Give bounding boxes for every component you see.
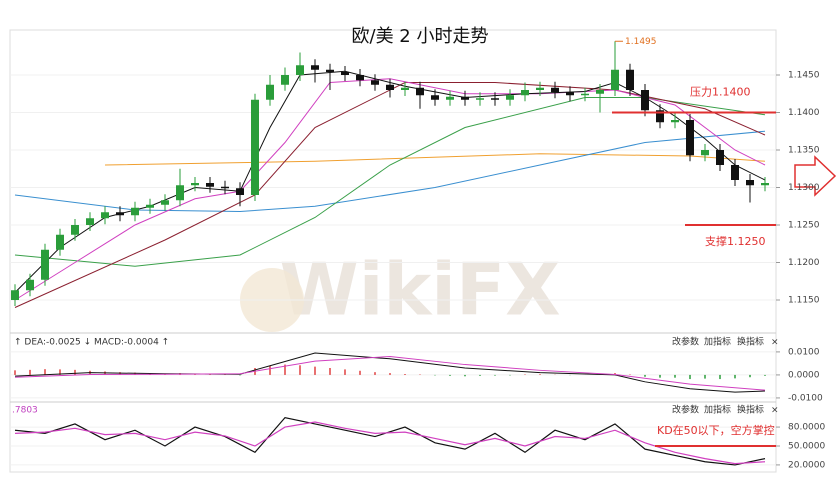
candle-body bbox=[101, 212, 109, 219]
candle-body bbox=[491, 98, 499, 100]
candle-body bbox=[356, 75, 364, 81]
toolbar-button[interactable]: 加指标 bbox=[704, 404, 731, 416]
candle-body bbox=[641, 90, 649, 111]
candle-body bbox=[146, 204, 154, 208]
toolbar-button[interactable]: 加指标 bbox=[704, 336, 731, 348]
candle-body bbox=[41, 249, 49, 280]
candle-body bbox=[581, 93, 589, 96]
indicator-line bbox=[14, 416, 766, 466]
candle-body bbox=[506, 95, 514, 100]
frame bbox=[9, 29, 777, 473]
candle-body bbox=[26, 279, 34, 291]
indicator-line bbox=[14, 352, 766, 393]
candle-body bbox=[446, 96, 454, 100]
y-tick-label: 0.0000 bbox=[788, 370, 820, 380]
candle-body bbox=[326, 69, 334, 72]
candle-body bbox=[371, 80, 379, 85]
candle-body bbox=[536, 87, 544, 90]
toolbar-button[interactable]: 改参数 bbox=[672, 336, 699, 348]
watermark: WikiFX bbox=[279, 248, 560, 332]
candle-body bbox=[131, 207, 139, 216]
candle-body bbox=[521, 90, 529, 96]
candle-body bbox=[611, 69, 619, 90]
resistance-label: 压力1.1400 bbox=[690, 86, 751, 99]
candle-body bbox=[56, 234, 64, 250]
peak-label: 1.1495 bbox=[625, 37, 657, 47]
candle-body bbox=[746, 180, 754, 186]
toolbar-button[interactable]: × bbox=[771, 338, 779, 348]
candle-body bbox=[701, 150, 709, 156]
candle-body bbox=[731, 165, 739, 180]
candle-body bbox=[116, 212, 124, 216]
candle-body bbox=[596, 90, 604, 94]
candle-body bbox=[461, 96, 469, 100]
indicator-line bbox=[104, 153, 766, 166]
y-tick-label: 20.0000 bbox=[788, 460, 825, 470]
candle-body bbox=[281, 75, 289, 85]
candle-body bbox=[86, 218, 94, 225]
candle-body bbox=[401, 87, 409, 90]
candle-body bbox=[566, 92, 574, 96]
candle-body bbox=[386, 84, 394, 90]
y-tick-label: -0.0100 bbox=[788, 393, 823, 403]
candle-body bbox=[296, 65, 304, 75]
candle-body bbox=[221, 186, 229, 189]
y-tick-label: 0.0100 bbox=[788, 347, 820, 357]
candle-body bbox=[476, 98, 484, 100]
candle-body bbox=[656, 110, 664, 123]
candle-body bbox=[431, 95, 439, 100]
y-tick-label: 1.1250 bbox=[788, 221, 820, 231]
toolbar-button[interactable]: × bbox=[771, 406, 779, 416]
y-tick-label: 1.1300 bbox=[788, 183, 820, 193]
arrow-icon bbox=[794, 155, 837, 197]
toolbar-button[interactable]: 改参数 bbox=[672, 404, 699, 416]
y-tick-label: 80.0000 bbox=[788, 423, 825, 433]
chart-title: 欧/美 2 小时走势 bbox=[352, 26, 489, 47]
candle-body bbox=[161, 200, 169, 205]
kd-note: KD在50以下，空方掌控 bbox=[657, 423, 775, 437]
candle-body bbox=[236, 188, 244, 195]
indicator-line bbox=[14, 130, 766, 213]
candle-body bbox=[551, 87, 559, 93]
y-tick-label: 50.0000 bbox=[788, 441, 825, 451]
candle-body bbox=[176, 185, 184, 201]
candle-body bbox=[206, 183, 214, 187]
candle-body bbox=[416, 87, 424, 96]
candle-body bbox=[191, 183, 199, 186]
y-tick-label: 1.1450 bbox=[788, 71, 820, 81]
toolbar-button[interactable]: 换指标 bbox=[737, 404, 764, 416]
candle-body bbox=[761, 183, 769, 186]
candle-body bbox=[251, 99, 259, 195]
toolbar-button[interactable]: 换指标 bbox=[737, 336, 764, 348]
candle-body bbox=[341, 72, 349, 75]
candle-body bbox=[266, 84, 274, 100]
y-tick-label: 1.1150 bbox=[788, 296, 820, 306]
y-tick-label: 1.1350 bbox=[788, 146, 820, 156]
macd-header: ↑ DEA:-0.0025 ↓ MACD:-0.0004 ↑ bbox=[14, 338, 169, 348]
y-tick-label: 1.1400 bbox=[788, 108, 820, 118]
candle-body bbox=[686, 120, 694, 156]
candle-body bbox=[671, 120, 679, 123]
candle-body bbox=[626, 69, 634, 90]
indicator-line bbox=[14, 421, 766, 465]
y-tick-label: 1.1200 bbox=[788, 258, 820, 268]
kd-header: .7803 bbox=[12, 406, 38, 416]
support-label: 支撑1.1250 bbox=[705, 234, 766, 248]
candle-body bbox=[311, 65, 319, 70]
indicator-line bbox=[14, 356, 766, 391]
candle-body bbox=[71, 225, 79, 235]
indicator-line bbox=[14, 97, 766, 267]
candle-body bbox=[11, 290, 19, 300]
candle-body bbox=[716, 150, 724, 165]
